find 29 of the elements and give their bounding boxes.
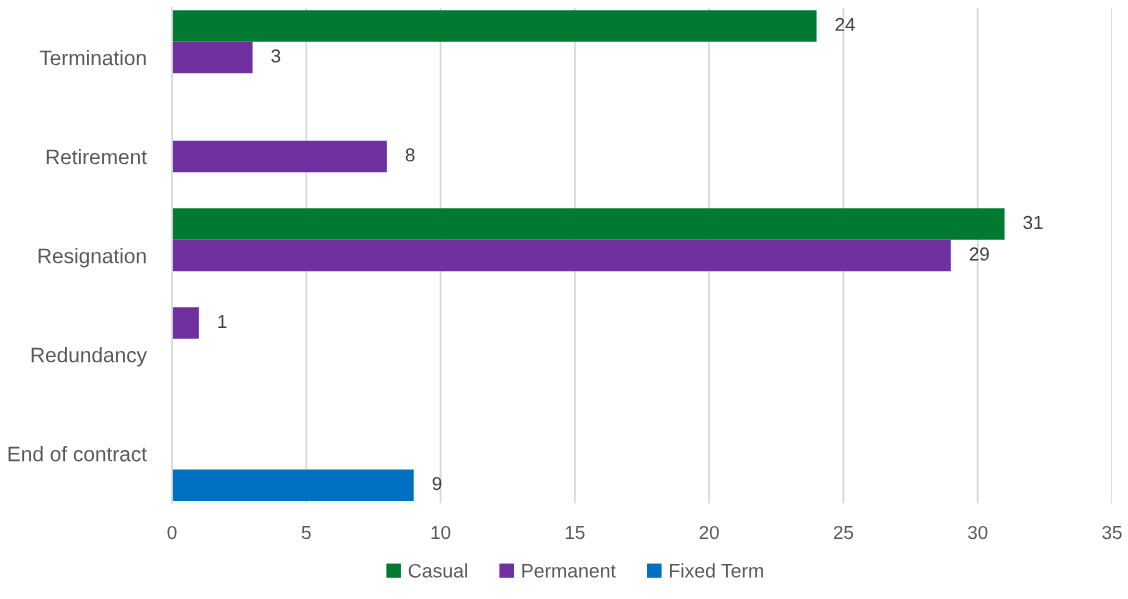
data-label: 8 xyxy=(405,148,415,162)
y-tick-label: Resignation xyxy=(38,248,146,268)
x-tick-label: 10 xyxy=(431,525,451,540)
x-tick-label: 20 xyxy=(699,525,719,540)
x-tick-label: 15 xyxy=(565,526,585,540)
bar xyxy=(172,10,817,42)
y-tick-label: Redundancy xyxy=(31,347,147,367)
x-tick-label: 35 xyxy=(1102,525,1122,540)
x-tick-label: 5 xyxy=(301,526,311,540)
x-tick-label: 25 xyxy=(833,525,854,540)
bar xyxy=(172,140,387,173)
data-label: 29 xyxy=(969,247,989,261)
data-label: 31 xyxy=(1023,215,1043,230)
y-tick-label: Retirement xyxy=(46,149,147,165)
data-label: 24 xyxy=(835,17,855,31)
legend-label: Permanent xyxy=(522,564,616,578)
x-tick-label: 0 xyxy=(167,525,177,540)
data-label: 3 xyxy=(271,49,281,63)
data-label: 1 xyxy=(218,315,227,328)
bar xyxy=(172,208,1005,240)
y-tick-label: Termination xyxy=(39,49,146,66)
y-tick-label: End of contract xyxy=(8,446,147,462)
legend-label: Fixed Term xyxy=(669,563,763,578)
bar xyxy=(172,41,253,74)
bar xyxy=(172,239,951,272)
data-label: 9 xyxy=(432,476,442,491)
bar xyxy=(172,469,414,501)
legend-label: Casual xyxy=(408,563,467,578)
x-tick-label: 30 xyxy=(967,525,988,540)
